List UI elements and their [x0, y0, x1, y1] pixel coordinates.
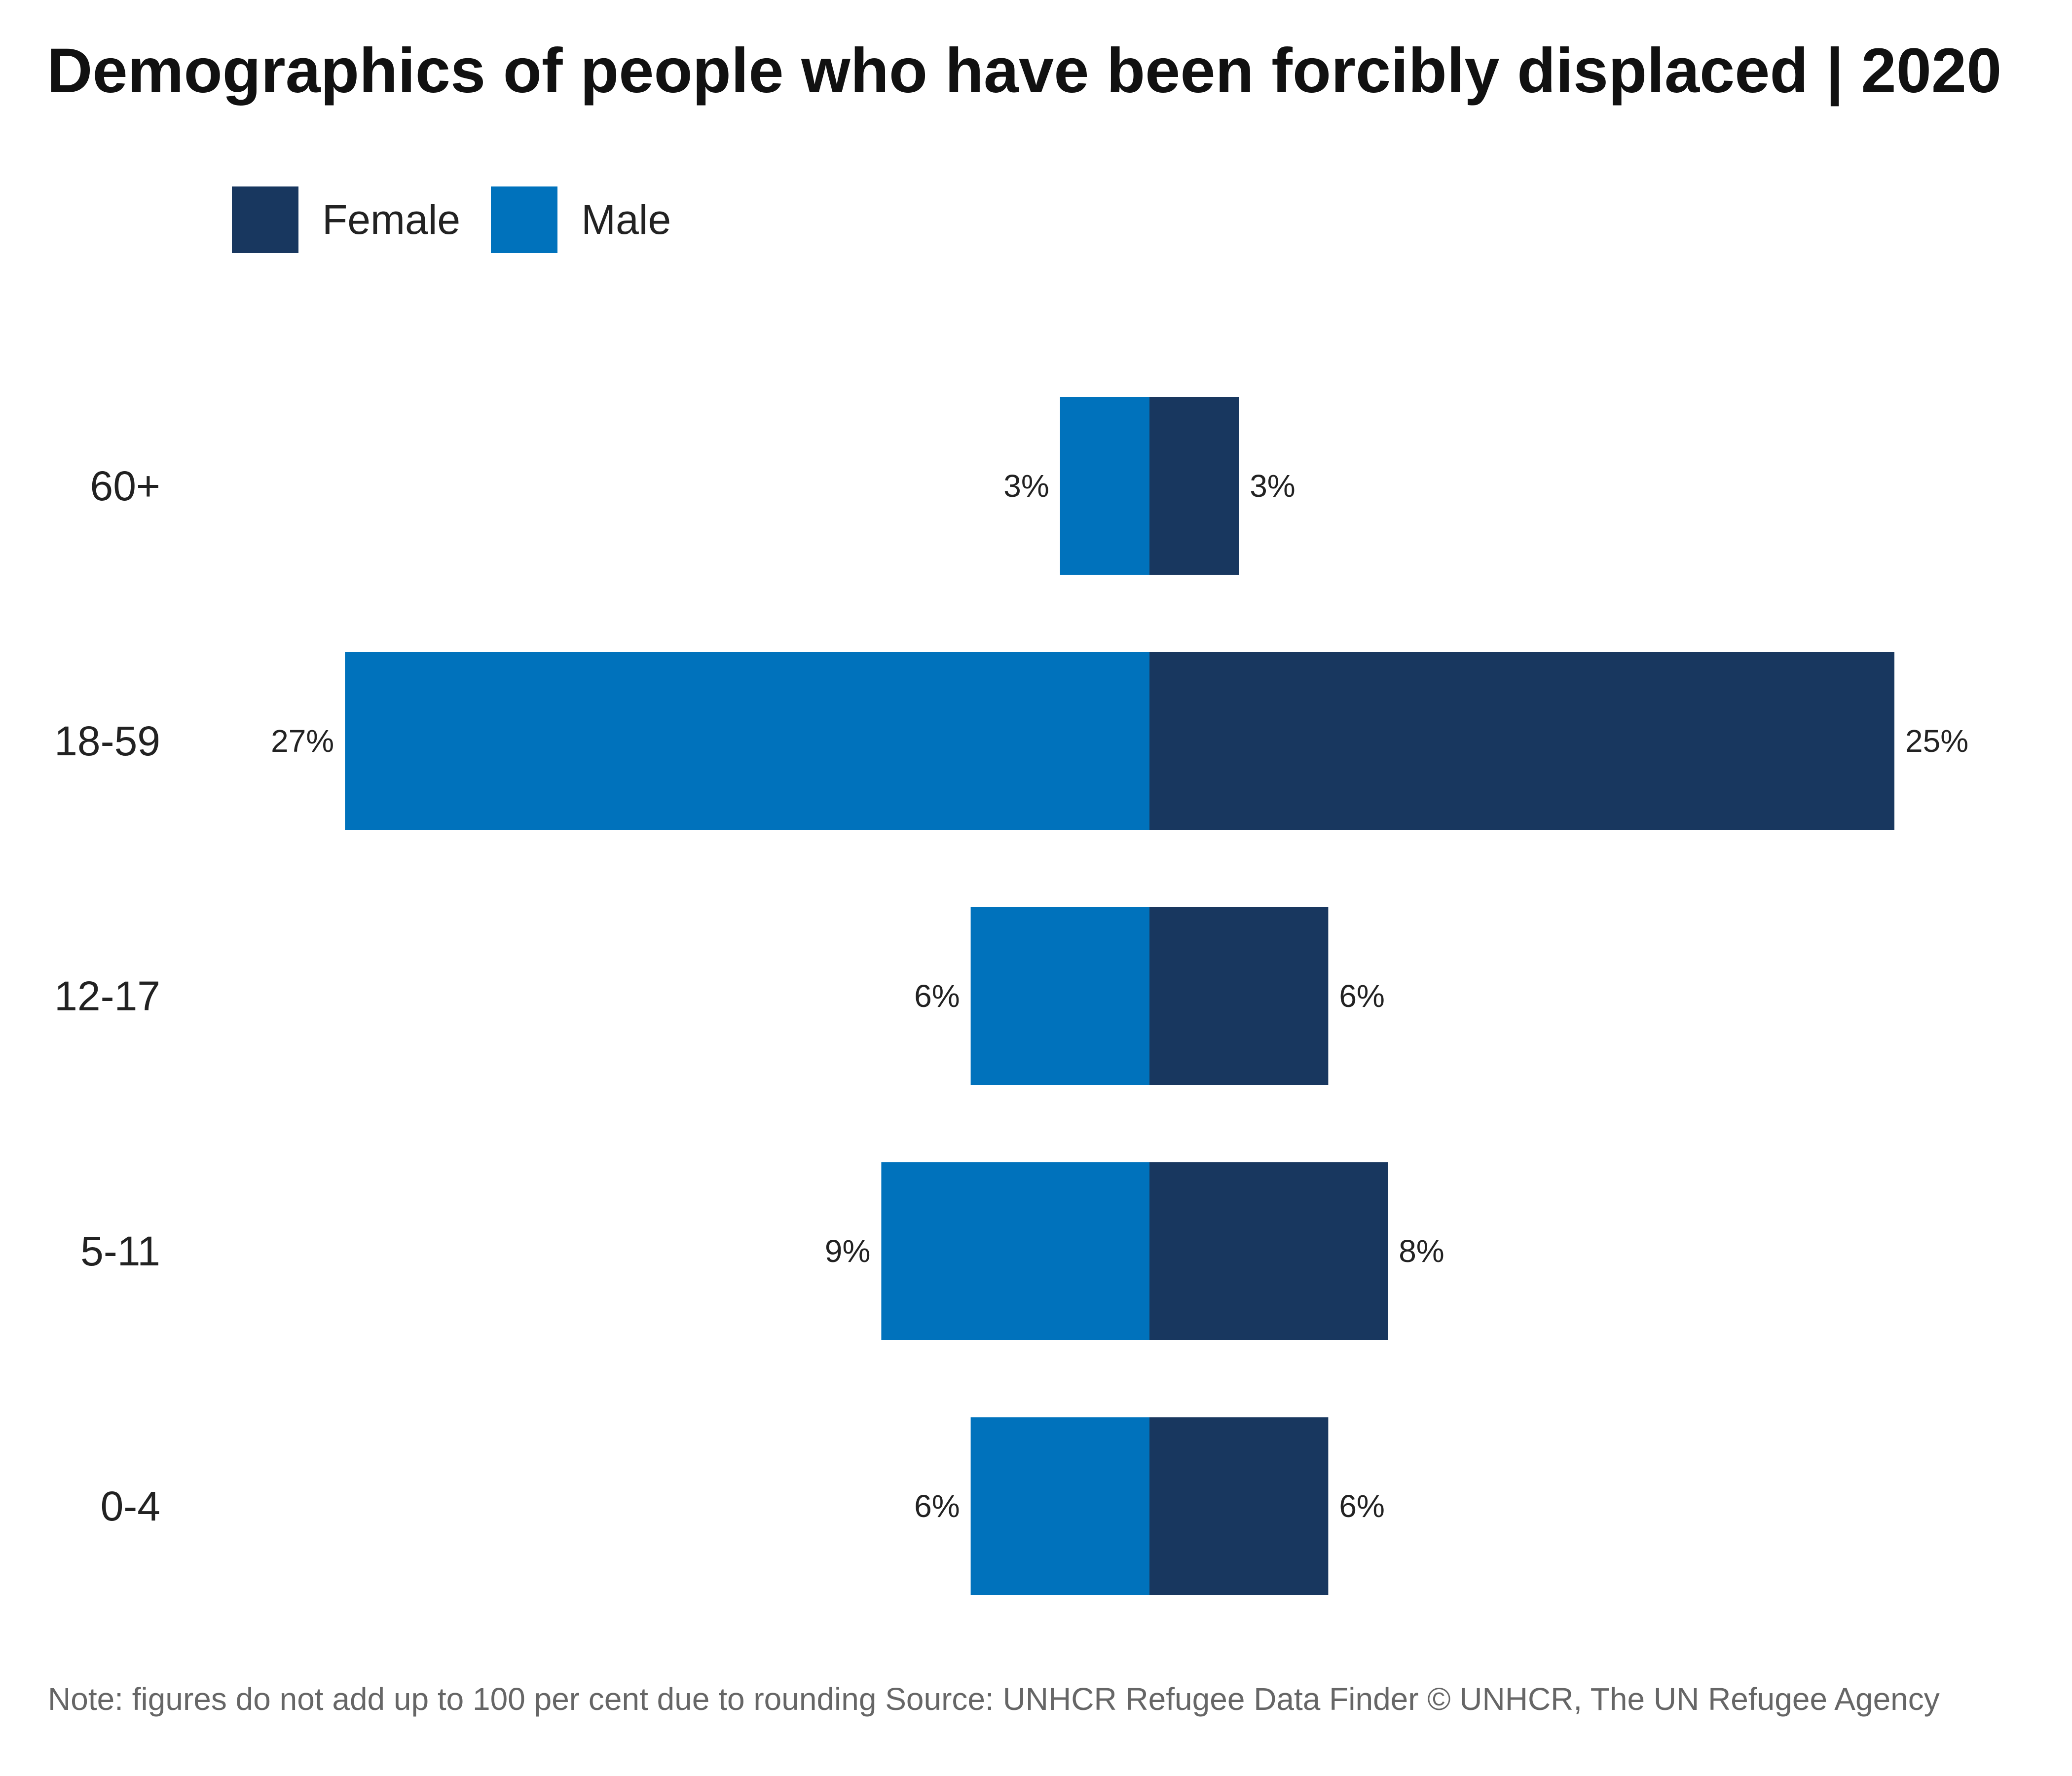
data-label-female-0-4: 6% — [1339, 1488, 1385, 1524]
legend-item-female: Female — [232, 186, 460, 253]
legend: Female Male — [232, 186, 702, 253]
bar-female-18-59 — [1149, 652, 1894, 830]
data-label-male-12-17: 6% — [914, 978, 960, 1014]
data-label-male-18-59: 27% — [271, 723, 334, 759]
data-label-male-0-4: 6% — [914, 1488, 960, 1524]
bar-female-0-4 — [1149, 1417, 1329, 1595]
bar-female-12-17 — [1149, 907, 1329, 1085]
chart-title: Demographics of people who have been for… — [47, 36, 2002, 106]
category-label-0-4: 0-4 — [101, 1483, 160, 1529]
legend-label-male: Male — [581, 196, 671, 243]
data-label-male-60plus: 3% — [1003, 468, 1049, 504]
bar-female-60plus — [1149, 397, 1239, 575]
legend-swatch-male — [491, 186, 558, 253]
bar-male-60plus — [1060, 397, 1149, 575]
legend-label-female: Female — [322, 196, 461, 243]
legend-item-male: Male — [491, 186, 671, 253]
category-label-12-17: 12-17 — [54, 973, 160, 1019]
data-label-female-12-17: 6% — [1339, 978, 1385, 1014]
category-label-5-11: 5-11 — [80, 1228, 160, 1274]
data-label-female-60plus: 3% — [1250, 468, 1295, 504]
chart-note: Note: figures do not add up to 100 per c… — [48, 1681, 1940, 1717]
bar-male-5-11 — [881, 1162, 1149, 1340]
data-label-male-5-11: 9% — [825, 1233, 871, 1269]
bar-male-0-4 — [970, 1417, 1149, 1595]
category-label-60plus: 60+ — [90, 463, 161, 509]
category-label-18-59: 18-59 — [54, 718, 160, 764]
bar-male-18-59 — [345, 652, 1150, 830]
legend-swatch-female — [232, 186, 298, 253]
bar-female-5-11 — [1149, 1162, 1388, 1340]
data-label-female-18-59: 25% — [1905, 723, 1968, 759]
data-label-female-5-11: 8% — [1399, 1233, 1444, 1269]
bar-male-12-17 — [970, 907, 1149, 1085]
